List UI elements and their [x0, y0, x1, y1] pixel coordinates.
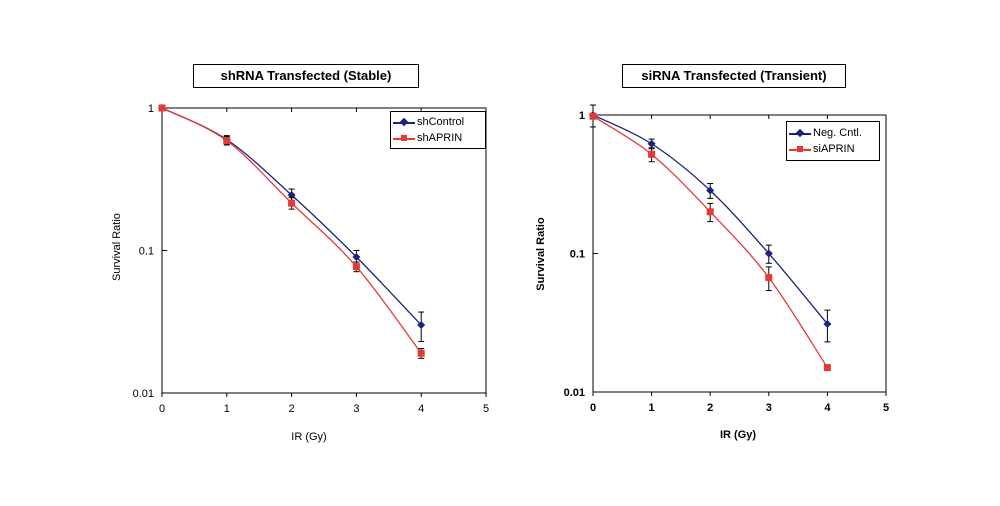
chart-2-legend: Neg. Cntl. siAPRIN [786, 121, 880, 161]
chart-1-plot-area [162, 108, 486, 393]
chart-1-y-tick-label: 0.1 [139, 246, 154, 258]
chart-1-x-tick-label: 0 [159, 403, 165, 415]
chart-2-x-tick-label: 4 [824, 402, 831, 414]
chart-1-y-tick-label: 0.01 [133, 388, 154, 400]
chart-2-series-2-point [765, 274, 772, 281]
chart-1-legend-item-shcontrol: shControl [391, 115, 464, 129]
legend-label: shAPRIN [417, 132, 462, 144]
chart-2-ylabel: Survival Ratio [535, 209, 547, 299]
chart-2-xlabel: IR (Gy) [693, 429, 783, 441]
chart-2-title: siRNA Transfected (Transient) [622, 64, 846, 88]
chart-2-x-tick-label: 3 [766, 402, 772, 414]
chart-1-y-tick-label: 1 [148, 103, 154, 115]
chart-1-ylabel: Survival Ratio [111, 202, 123, 292]
chart-2-series-2-point [707, 208, 714, 215]
chart-2-x-tick-label: 2 [707, 402, 713, 414]
legend-label: Neg. Cntl. [813, 127, 862, 139]
chart-2-series-2-point [824, 364, 831, 371]
chart-1-title: shRNA Transfected (Stable) [193, 64, 419, 88]
chart-2-series-2-point [590, 113, 597, 120]
chart-1-x-tick-label: 5 [483, 403, 489, 415]
chart-1-xlabel: IR (Gy) [264, 431, 354, 443]
chart-1-x-tick-label: 2 [289, 403, 295, 415]
chart-1-legend: shControl shAPRIN [390, 111, 486, 149]
chart-1-legend-item-shaprin: shAPRIN [391, 131, 462, 145]
chart-1-series-2-point [353, 263, 360, 270]
chart-1-series-2-point [159, 105, 166, 112]
chart-1-series-2-point [418, 350, 425, 357]
legend-label: siAPRIN [813, 143, 855, 155]
chart-2-y-tick-label: 1 [579, 110, 585, 122]
chart-1-series-2-point [288, 200, 295, 207]
chart-2-series-2-point [648, 151, 655, 158]
chart-2-x-tick-label: 5 [883, 402, 889, 414]
chart-2-x-tick-label: 1 [649, 402, 655, 414]
chart-2-legend-item-siaprin: siAPRIN [787, 142, 855, 156]
chart-1-x-tick-label: 4 [418, 403, 424, 415]
chart-2-y-tick-label: 0.1 [570, 249, 585, 261]
legend-label: shControl [417, 116, 464, 128]
chart-2-x-tick-label: 0 [590, 402, 596, 414]
chart-1-series-2-point [223, 137, 230, 144]
chart-1-x-tick-label: 1 [224, 403, 230, 415]
chart-1-x-tick-label: 3 [353, 403, 359, 415]
chart-2-legend-item-neg-cntl: Neg. Cntl. [787, 126, 862, 140]
chart-2-y-tick-label: 0.01 [564, 387, 585, 399]
